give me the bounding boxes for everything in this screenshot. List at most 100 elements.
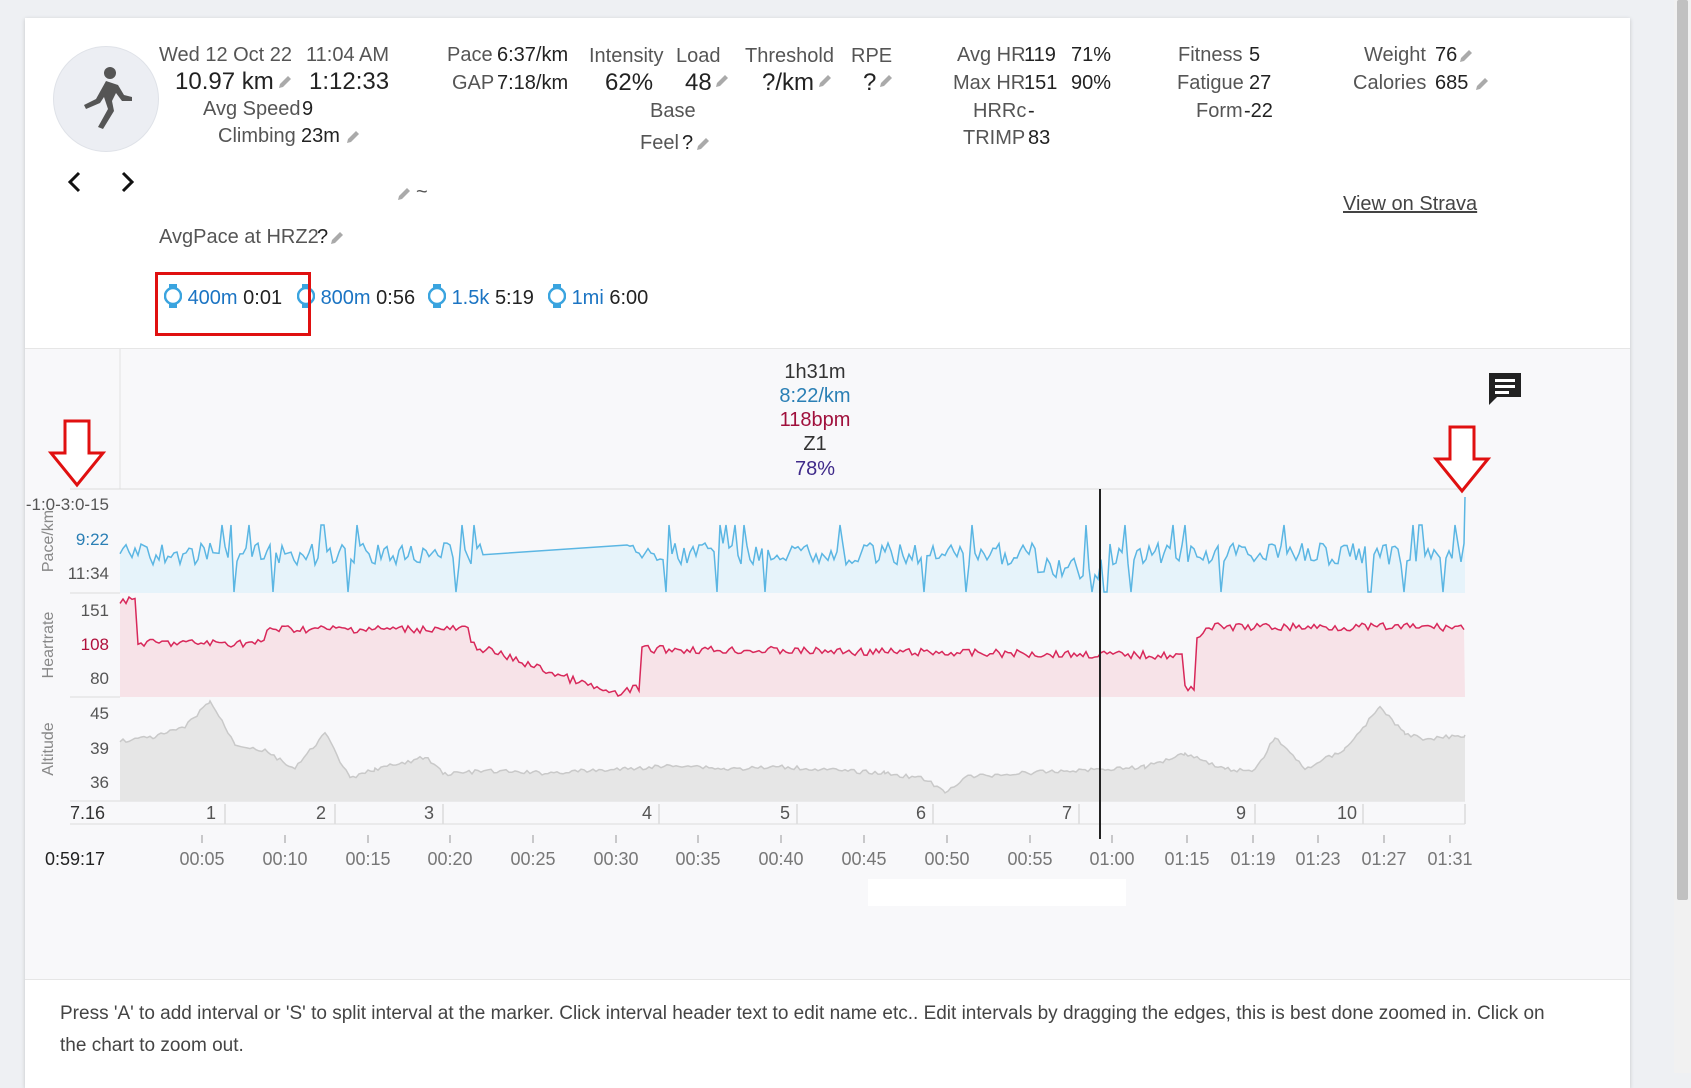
form-label: Form [1196, 100, 1243, 122]
annotation-arrow-left [47, 419, 107, 488]
edit-climbing-pencil-icon[interactable] [345, 129, 361, 145]
gap-label: GAP [452, 72, 495, 94]
calories-label: Calories [1353, 72, 1427, 94]
altitude-y-tick-label: 45 [90, 704, 109, 723]
threshold-value: ?/km [762, 69, 815, 96]
x-tick-label: 01:31 [1427, 849, 1472, 869]
heartrate-series-line [119, 595, 1465, 697]
pace-series-line [119, 496, 1466, 593]
x-tick-label: 00:20 [427, 849, 472, 869]
view-on-strava-link[interactable]: View on Strava [1343, 193, 1478, 215]
max-hr-label: Max HR [953, 72, 1026, 94]
fatigue-label: Fatigue [1177, 72, 1244, 94]
lap-number-label: 3 [424, 803, 434, 823]
lap-number-label: 5 [780, 803, 790, 823]
x-tick-label: 00:05 [179, 849, 224, 869]
activity-avatar [53, 46, 159, 152]
edit-rpe-pencil-icon[interactable] [878, 73, 894, 89]
best-effort-800m[interactable]: 800m 0:56 [296, 284, 415, 310]
edit-description-pencil-icon[interactable] [396, 186, 412, 202]
edit-distance-pencil-icon[interactable] [277, 74, 293, 90]
pace-label: Pace [447, 44, 493, 66]
avg-hr-value: 119 [1024, 44, 1056, 66]
selection-hr: 118bpm [779, 409, 851, 431]
selection-pace: 8:22/km [779, 385, 851, 407]
edit-weight-pencil-icon[interactable] [1458, 48, 1474, 64]
max-hr-pct: 90% [1071, 72, 1112, 94]
scrollbar-thumb[interactable] [1677, 0, 1688, 900]
best-effort-1-5k[interactable]: 1.5k 5:19 [427, 284, 534, 310]
altitude-y-tick-label: 36 [90, 773, 109, 792]
rpe-label: RPE [851, 45, 893, 67]
lap-first-label: 7.16 [70, 803, 105, 823]
edit-threshold-pencil-icon[interactable] [817, 73, 833, 89]
avg-speed-label: Avg Speed [203, 98, 301, 120]
altitude-area [120, 701, 1465, 801]
intensity-value: 62% [605, 69, 654, 96]
x-tick-label: 00:10 [262, 849, 307, 869]
page-scrollbar[interactable] [1674, 0, 1691, 1073]
fitness-label: Fitness [1178, 44, 1243, 66]
fatigue-value: 27 [1249, 72, 1272, 94]
selection-zone: Z1 [803, 433, 827, 455]
x-tick-label: 00:35 [675, 849, 720, 869]
lap-number-label: 6 [916, 803, 926, 823]
chart-help-text: Press 'A' to add interval or 'S' to spli… [60, 1003, 1545, 1056]
lap-number-label: 1 [206, 803, 216, 823]
x-tick-label: 01:27 [1361, 849, 1406, 869]
edit-feel-pencil-icon[interactable] [695, 136, 711, 152]
calories-value: 685 [1435, 72, 1469, 94]
best-effort-time: 6:00 [609, 287, 649, 309]
avgpace-hrz2-label: AvgPace at HRZ2 [159, 226, 319, 248]
stopwatch-icon [427, 284, 447, 308]
best-effort-distance: 400m [187, 287, 238, 309]
best-effort-time: 0:01 [243, 287, 283, 309]
heartrate-y-tick-label: 108 [81, 635, 109, 654]
next-activity-button[interactable] [113, 168, 141, 196]
annotation-highlight-box [155, 272, 311, 336]
best-effort-400m[interactable]: 400m 0:01 [163, 284, 283, 310]
activity-distance: 10.97 km [175, 68, 274, 95]
best-effort-distance: 1.5k [451, 287, 490, 309]
feel-value: ? [682, 132, 694, 154]
pace-value: 6:37/km [497, 44, 569, 66]
x-tick-label: 00:25 [510, 849, 555, 869]
x-tick-label: 00:15 [345, 849, 390, 869]
activity-chart-panel[interactable]: 1h31m 8:22/km 118bpm Z1 78% -1:0-3:0-15 9… [25, 348, 1630, 980]
edit-calories-pencil-icon[interactable] [1474, 76, 1490, 92]
hrrc-label: HRRc [973, 100, 1027, 122]
edit-load-pencil-icon[interactable] [714, 73, 730, 89]
stopwatch-icon [547, 284, 567, 308]
best-effort-distance: 800m [320, 287, 371, 309]
avgpace-hrz2-value: ? [317, 226, 329, 248]
best-effort-1mi[interactable]: 1mi 6:00 [547, 284, 649, 310]
load-value: 48 [685, 69, 712, 96]
activity-streams-chart[interactable]: -1:0-3:0-15 9:22 11:34 Pace/km 151 108 80 Heart… [25, 349, 1630, 979]
activity-card: Wed 12 Oct 22 11:04 AM 10.97 km 1:12:33 … [25, 18, 1630, 1088]
edit-avgpace-pencil-icon[interactable] [329, 230, 345, 246]
x-tick-label: 00:55 [1007, 849, 1052, 869]
running-person-icon [84, 67, 132, 129]
weight-value: 76 [1435, 44, 1458, 66]
pace-y-tick-label: -1:0-3:0-15 [26, 495, 109, 514]
lap-number-label: 7 [1062, 803, 1072, 823]
heartrate-y-tick-label: 80 [90, 669, 109, 688]
pace-y-tick-label: 11:34 [68, 564, 109, 583]
x-tick-label: 00:30 [593, 849, 638, 869]
avg-hr-label: Avg HR [957, 44, 1026, 66]
altitude-series-line [119, 699, 1466, 794]
heartrate-axis-title: Heartrate [40, 612, 57, 679]
altitude-axis-title: Altitude [40, 722, 57, 775]
threshold-label: Threshold [745, 45, 834, 67]
axis-overlay-box [868, 879, 1126, 906]
trimp-label: TRIMP [963, 127, 1026, 149]
prev-activity-button[interactable] [61, 168, 89, 196]
intensity-label: Intensity [589, 45, 664, 67]
cursor-time-readout: 0:59:17 [45, 849, 105, 869]
form-value: -22 [1244, 100, 1273, 122]
stopwatch-icon [163, 284, 183, 308]
lap-number-label: 10 [1337, 803, 1357, 823]
max-hr-value: 151 [1024, 72, 1058, 94]
pace-area [120, 497, 1465, 593]
comment-icon[interactable] [1485, 369, 1525, 409]
